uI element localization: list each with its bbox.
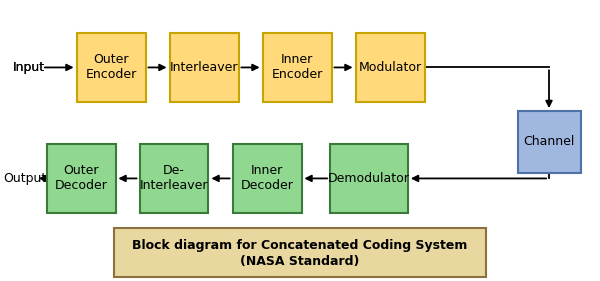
- Text: Outer
Decoder: Outer Decoder: [55, 164, 107, 192]
- Text: Interleaver: Interleaver: [170, 61, 238, 74]
- Text: De-
Interleaver: De- Interleaver: [140, 164, 208, 192]
- Text: Block diagram for Concatenated Coding System: Block diagram for Concatenated Coding Sy…: [133, 239, 467, 252]
- Text: Output: Output: [3, 172, 46, 185]
- Text: Input: Input: [13, 61, 46, 74]
- FancyBboxPatch shape: [263, 33, 331, 102]
- FancyBboxPatch shape: [355, 33, 425, 102]
- Text: Modulator: Modulator: [358, 61, 422, 74]
- FancyBboxPatch shape: [114, 228, 486, 278]
- FancyBboxPatch shape: [139, 144, 209, 213]
- FancyBboxPatch shape: [517, 111, 581, 173]
- Text: (NASA Standard): (NASA Standard): [241, 255, 359, 268]
- Text: Inner
Decoder: Inner Decoder: [241, 164, 293, 192]
- FancyBboxPatch shape: [77, 33, 146, 102]
- FancyBboxPatch shape: [233, 144, 302, 213]
- Text: Inner
Encoder: Inner Encoder: [271, 53, 323, 81]
- FancyBboxPatch shape: [330, 144, 408, 213]
- Text: Channel: Channel: [523, 135, 575, 148]
- Text: Input: Input: [13, 61, 46, 74]
- Text: Outer
Encoder: Outer Encoder: [85, 53, 137, 81]
- FancyBboxPatch shape: [170, 33, 239, 102]
- FancyBboxPatch shape: [47, 144, 115, 213]
- Text: Demodulator: Demodulator: [328, 172, 410, 185]
